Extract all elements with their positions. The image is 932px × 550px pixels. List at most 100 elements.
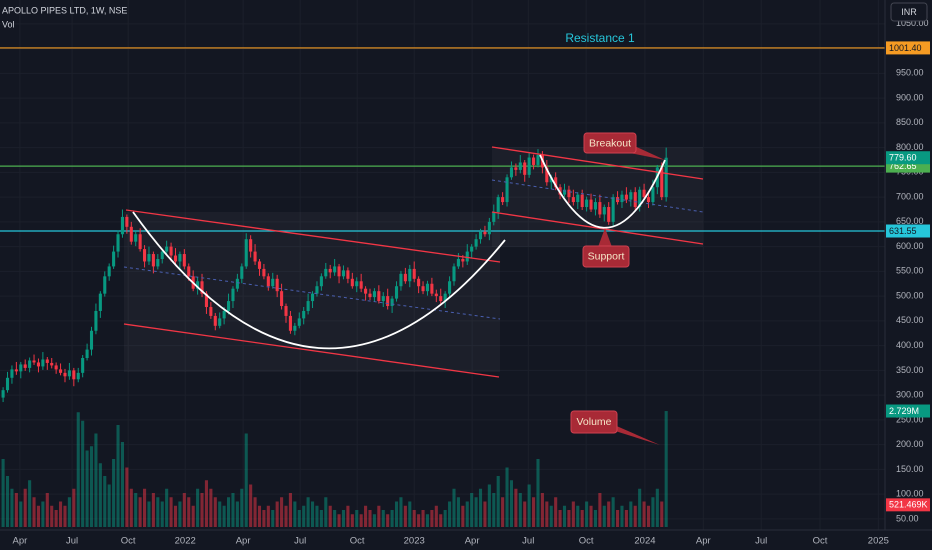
candle-body [509, 167, 514, 178]
volume-bar [571, 501, 575, 527]
candle-body [275, 278, 279, 292]
volume-bar [425, 514, 430, 527]
volume-bar [452, 488, 456, 527]
candle-body [417, 278, 421, 287]
y-tick-label: 350.00 [896, 365, 924, 375]
candle-body [638, 189, 642, 208]
volume-bar [200, 493, 204, 527]
cup-curve [539, 154, 666, 229]
candle-body [545, 167, 549, 183]
volume-bar [545, 501, 549, 527]
y-tick-label: 550.00 [896, 266, 924, 276]
x-tick-label: Apr [12, 536, 27, 547]
x-tick-label: Jul [522, 536, 534, 547]
volume-bar [249, 484, 253, 527]
candle-body [337, 266, 341, 277]
candle-body [226, 301, 231, 311]
candle-body [633, 192, 637, 208]
candle-body [271, 278, 275, 287]
currency-button[interactable] [890, 2, 928, 22]
volume-bar [593, 510, 597, 527]
currency[interactable]: INR [901, 7, 917, 17]
volume-bar [59, 501, 63, 527]
volume-bar [448, 501, 452, 527]
candle-body [651, 187, 655, 203]
y-tick-label: 800.00 [896, 142, 924, 152]
volume-bar [50, 505, 54, 527]
callout-pointer [598, 228, 612, 247]
axis-tag-label: 631.55 [889, 226, 917, 236]
candle-body [328, 268, 332, 273]
y-tick-label: 1050.00 [896, 18, 929, 28]
y-tick-label: 450.00 [896, 315, 924, 325]
candle-body [341, 270, 346, 277]
volume-bar [262, 510, 266, 527]
candle-body [98, 293, 102, 311]
candle-body [85, 349, 89, 358]
candle-body [585, 199, 589, 208]
candle-body [350, 278, 354, 287]
volume-bar [134, 493, 138, 527]
candle-body [346, 270, 350, 279]
y-tick-label: 400.00 [896, 340, 924, 350]
candle-body [456, 258, 460, 267]
x-tick-label: Jul [294, 536, 306, 547]
volume-bar [549, 505, 553, 527]
volume-bar [660, 501, 664, 527]
volume-bar [129, 488, 133, 527]
candle-body [63, 372, 67, 377]
candle-body [76, 372, 80, 380]
volume-bar [589, 505, 593, 527]
volume-bar [333, 510, 337, 527]
candle-body [297, 318, 301, 326]
volume-bar [492, 493, 496, 527]
x-tick-label: Oct [121, 536, 136, 547]
volume-bar [231, 493, 235, 527]
candle-body [425, 283, 430, 292]
grid [0, 0, 885, 530]
candle-body [293, 325, 297, 331]
channel-line [125, 209, 501, 263]
y-tick-label: 900.00 [896, 92, 924, 102]
volume-bar [474, 497, 478, 527]
volume-bar [408, 501, 412, 527]
volume-bar [558, 510, 562, 527]
volume-bar [191, 505, 195, 527]
volume-bar [32, 497, 36, 527]
candle-body [19, 364, 23, 372]
volume-bar [390, 510, 394, 527]
volume-bar [598, 493, 602, 527]
candle-body [138, 234, 142, 250]
volume-bar [620, 505, 624, 527]
candle-body [125, 216, 129, 227]
volume-bar [646, 505, 651, 527]
volume-bar [204, 480, 208, 527]
candle-body [386, 296, 390, 307]
channel-line [491, 211, 704, 245]
y-tick-label: 300.00 [896, 390, 924, 400]
candle-body [209, 307, 213, 316]
axis: 50.00 100.00 150.00 200.00 250.00 300.00 350.0… [12, 18, 930, 547]
candle-body [394, 286, 399, 299]
axis-tag [886, 404, 930, 418]
candle-body [660, 167, 664, 198]
volume-bar [107, 484, 111, 527]
x-tick-label: 2024 [634, 536, 655, 547]
cup-curve [132, 211, 506, 350]
candle-body [5, 377, 10, 391]
volume-bar [509, 480, 514, 527]
volume-bar [297, 510, 301, 527]
candle-body [266, 276, 270, 287]
candle-body [94, 310, 98, 331]
volume-bar [421, 510, 425, 527]
candle-body [607, 207, 611, 222]
candle-body [213, 315, 217, 326]
volume-bar [23, 488, 27, 527]
candle-body [492, 211, 496, 222]
volume-bar [633, 505, 637, 527]
candle-body [324, 268, 328, 277]
candle-body [288, 315, 292, 331]
channel-line [123, 323, 500, 378]
candle-body [390, 298, 394, 307]
channel-fill [492, 147, 703, 247]
